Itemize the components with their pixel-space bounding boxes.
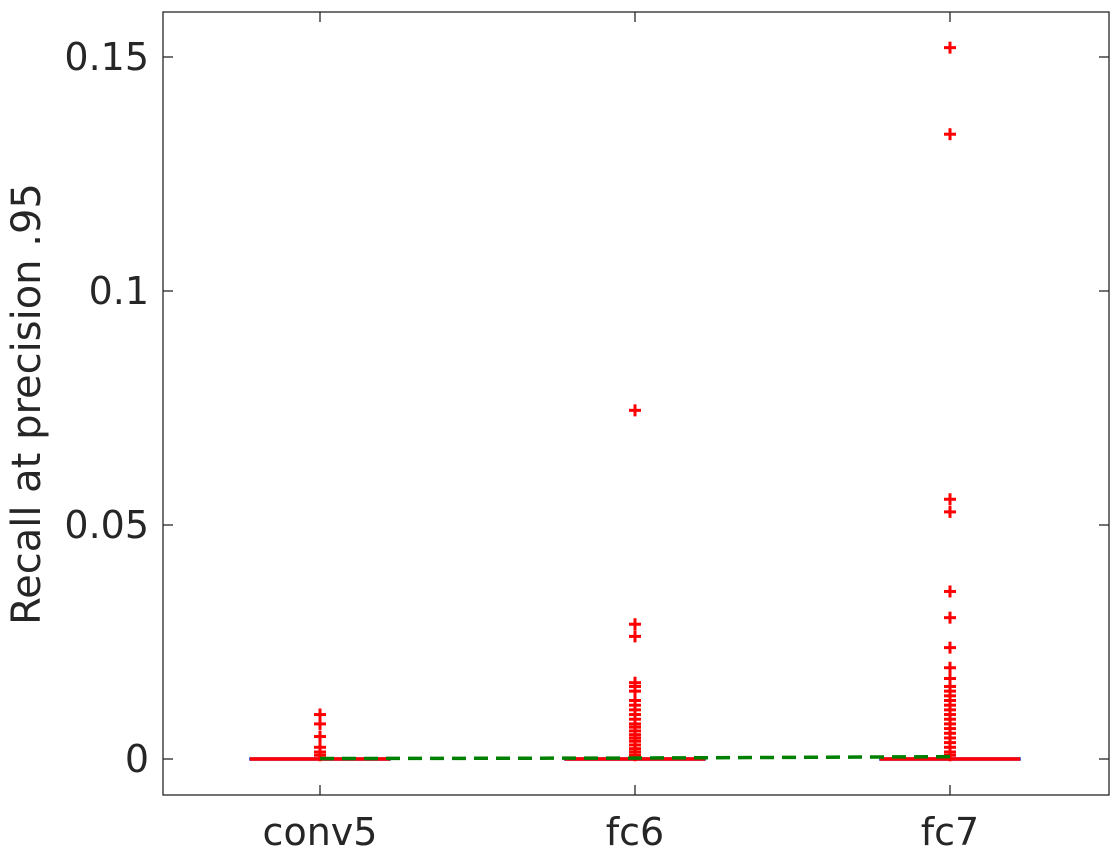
x-tick-label: fc6 xyxy=(606,810,664,854)
outlier-marker xyxy=(944,493,956,506)
y-tick-label: 0.05 xyxy=(64,503,149,547)
outlier-marker xyxy=(629,618,641,631)
outlier-marker xyxy=(944,128,956,141)
outlier-marker xyxy=(629,404,641,417)
outlier-marker xyxy=(944,611,956,624)
mean-line xyxy=(319,754,951,761)
x-tick-label: conv5 xyxy=(263,810,378,854)
tick-labels: 0 0.05 0.1 0.15 conv5 fc6 fc7 xyxy=(64,35,979,854)
outlier-marker xyxy=(944,661,956,674)
outlier-marker xyxy=(314,749,326,762)
outlier-marker xyxy=(314,730,326,743)
mean-trend-line xyxy=(319,754,951,761)
outlier-marker xyxy=(944,641,956,654)
outlier-marker xyxy=(314,717,326,730)
outlier-marker xyxy=(944,41,956,54)
y-axis-label: Recall at precision .95 xyxy=(4,183,50,625)
axis-ticks xyxy=(163,12,1109,795)
outlier-marker xyxy=(944,505,956,518)
y-tick-label: 0.15 xyxy=(64,35,149,79)
outlier-marker xyxy=(944,585,956,598)
outlier-marker xyxy=(629,630,641,643)
y-tick-label: 0 xyxy=(125,737,149,781)
y-tick-label: 0.1 xyxy=(89,269,149,313)
x-tick-label: fc7 xyxy=(921,810,979,854)
outlier-markers xyxy=(314,41,956,762)
